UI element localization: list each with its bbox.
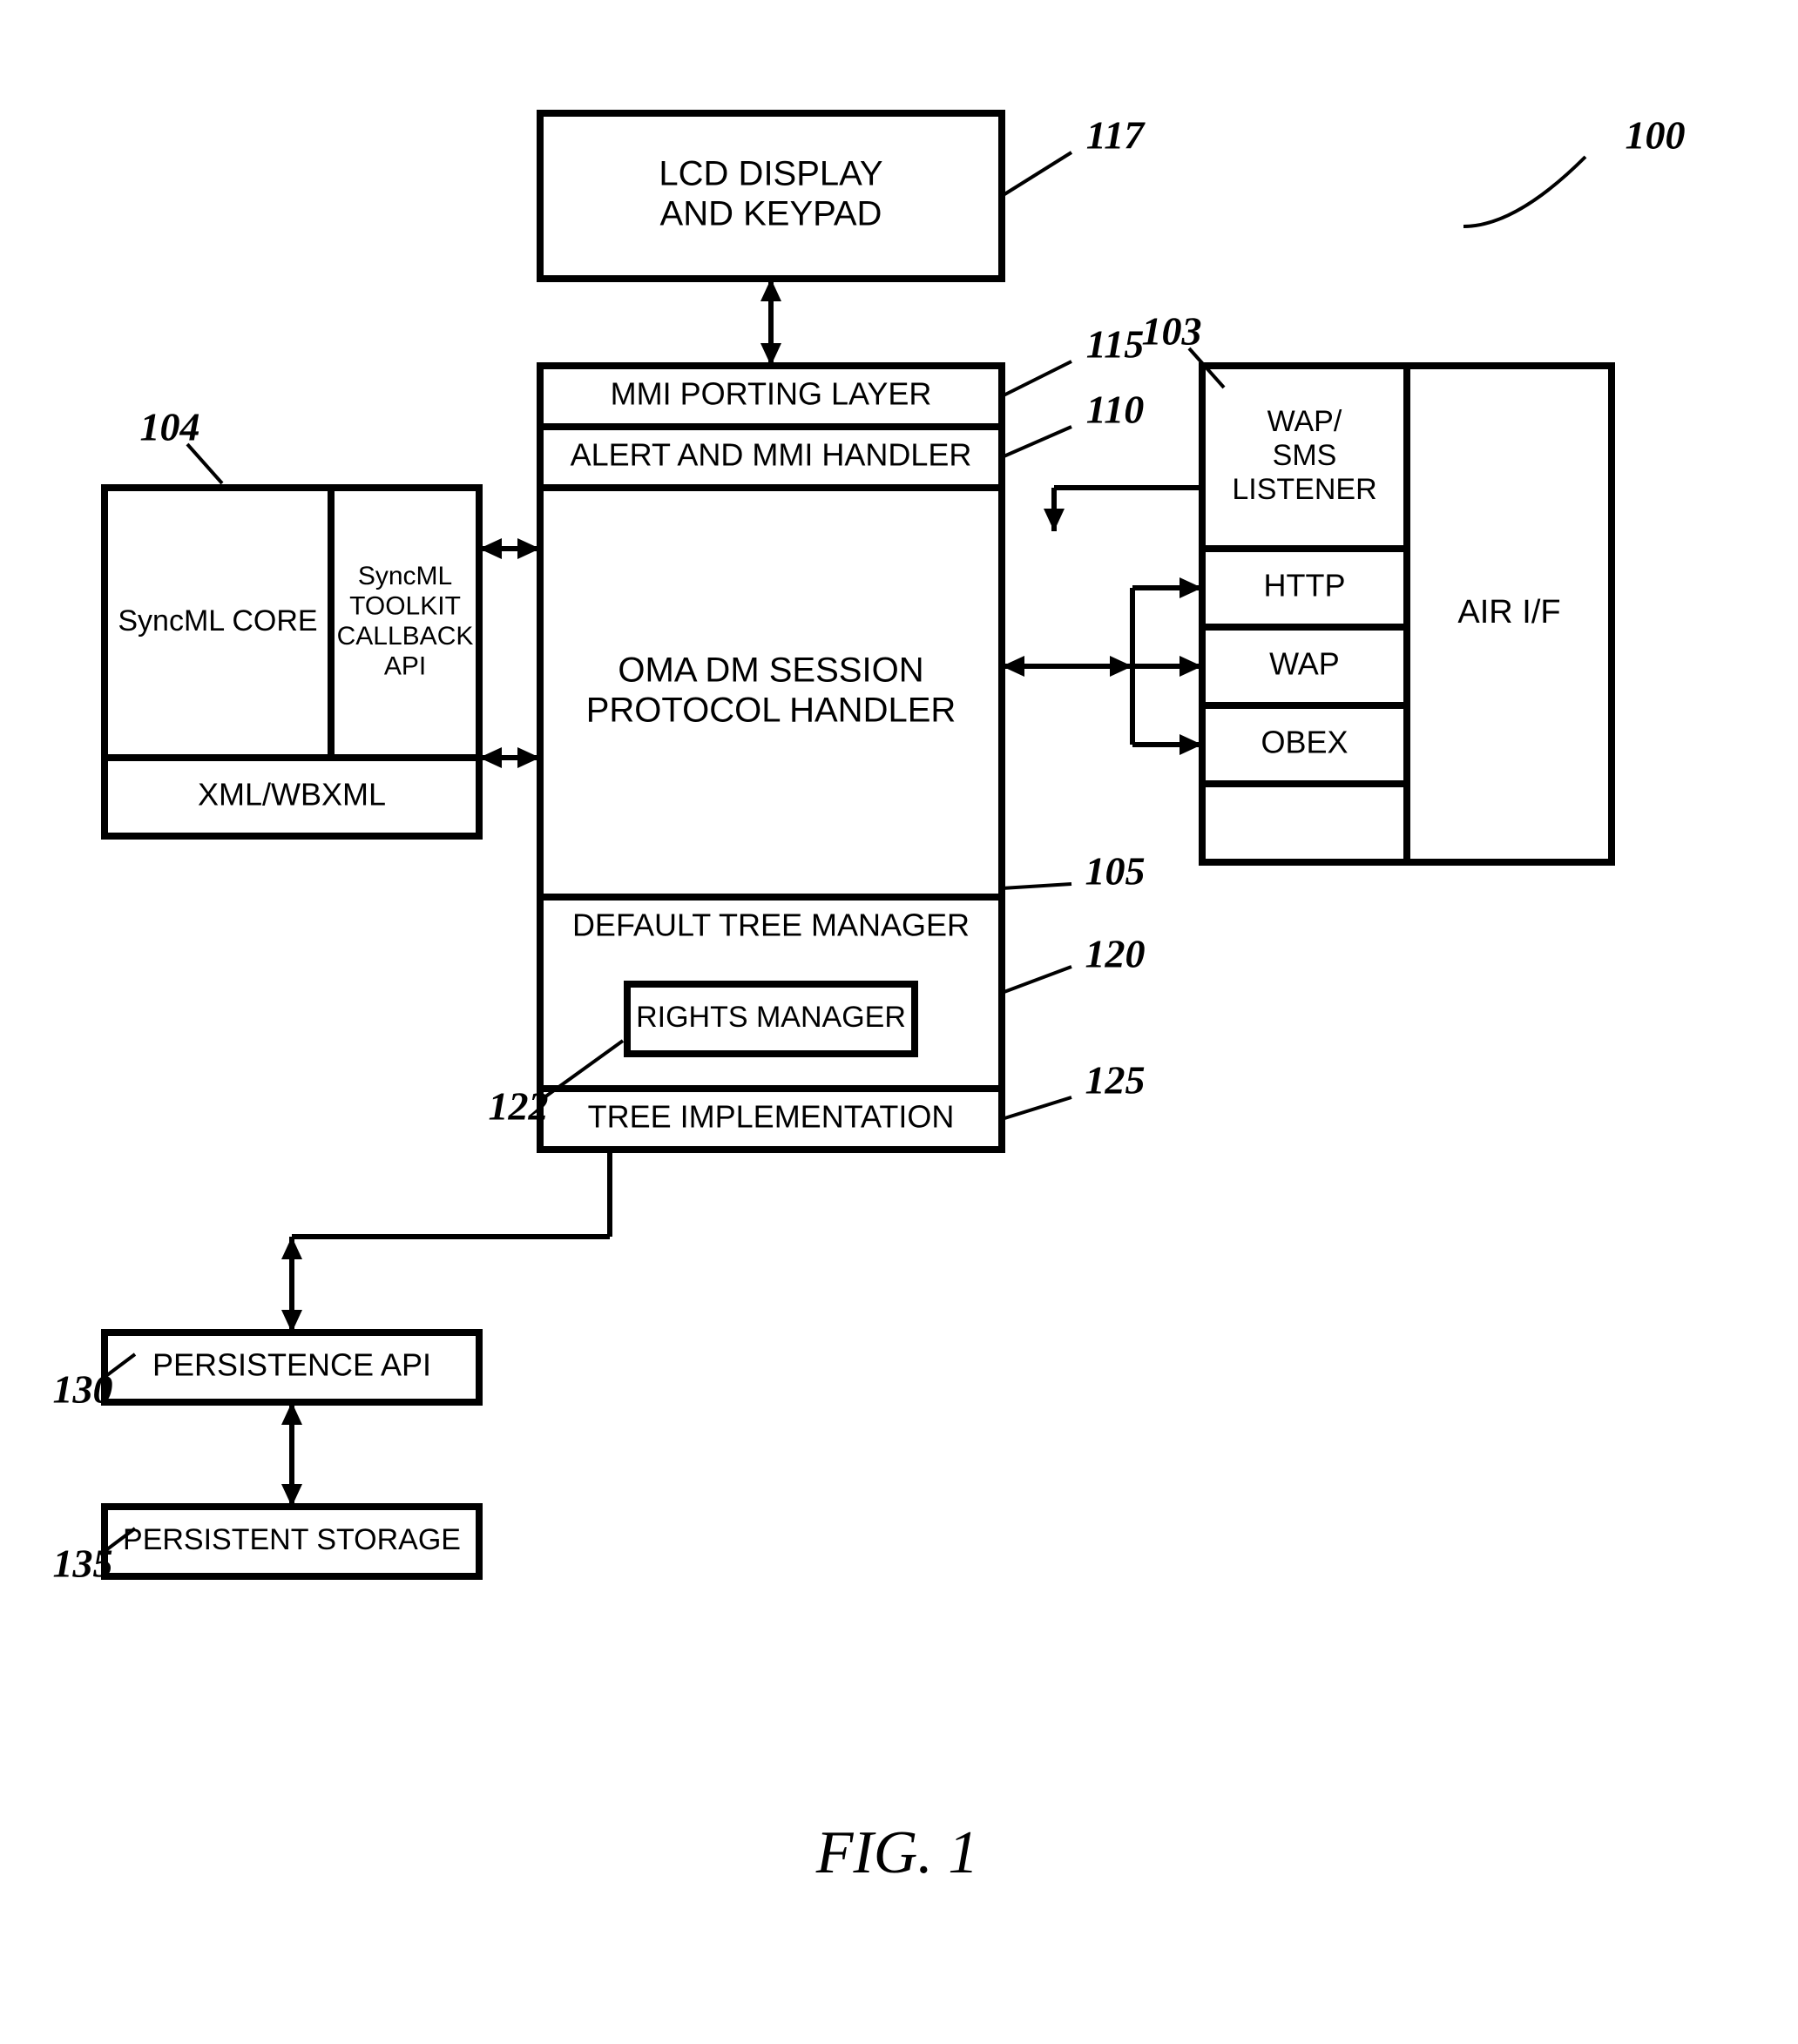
ref-100: 100 (1626, 113, 1686, 158)
callback-label: API (384, 652, 426, 681)
obex-label: OBEX (1261, 725, 1348, 760)
session-label: PROTOCOL HANDLER (586, 691, 956, 730)
rights-label: RIGHTS MANAGER (636, 1001, 906, 1034)
ref-leader (1002, 152, 1071, 196)
ref-leader (1463, 157, 1585, 226)
ref-leader (1002, 884, 1071, 888)
wap_sms-label: LISTENER (1232, 473, 1376, 506)
lcd-label: LCD DISPLAY (659, 155, 882, 193)
callback-label: CALLBACK (337, 622, 474, 651)
ref-110: 110 (1086, 388, 1144, 432)
ref-117: 117 (1086, 113, 1146, 158)
ref-leader (1002, 967, 1071, 993)
wap_sms-label: SMS (1273, 439, 1337, 472)
ref-130: 130 (53, 1367, 113, 1412)
ref-leader (1002, 1097, 1071, 1119)
http-label: HTTP (1264, 568, 1346, 604)
mmi_port-label: MMI PORTING LAYER (611, 376, 932, 412)
wap_sms-label: WAP/ (1267, 405, 1342, 438)
ref-105: 105 (1085, 849, 1146, 894)
ref-leader (1002, 361, 1071, 396)
persist_api-label: PERSISTENCE API (152, 1347, 431, 1383)
airif-label: AIR I/F (1457, 594, 1560, 631)
wap-label: WAP (1269, 646, 1340, 682)
session-label: OMA DM SESSION (618, 651, 923, 690)
xmlwbxml-label: XML/WBXML (198, 777, 386, 813)
ref-120: 120 (1085, 932, 1146, 976)
tree_mgr-label: DEFAULT TREE MANAGER (572, 907, 970, 943)
syncml_core-label: SyncML CORE (118, 604, 317, 637)
ref-leader (187, 444, 222, 483)
tree_impl-label: TREE IMPLEMENTATION (588, 1099, 955, 1135)
ref-104: 104 (140, 405, 200, 449)
callback-label: SyncML (358, 562, 452, 590)
ref-125: 125 (1085, 1058, 1146, 1103)
ref-103: 103 (1142, 309, 1202, 354)
ref-135: 135 (53, 1541, 113, 1586)
ref-122: 122 (489, 1084, 549, 1129)
persist_stor-label: PERSISTENT STORAGE (123, 1523, 461, 1556)
callback-label: TOOLKIT (349, 592, 461, 621)
alert-label: ALERT AND MMI HANDLER (571, 437, 972, 473)
ref-115: 115 (1086, 322, 1144, 367)
figure-label: FIG. 1 (815, 1819, 979, 1886)
ref-leader (1002, 427, 1071, 457)
lcd-label: AND KEYPAD (660, 195, 882, 233)
